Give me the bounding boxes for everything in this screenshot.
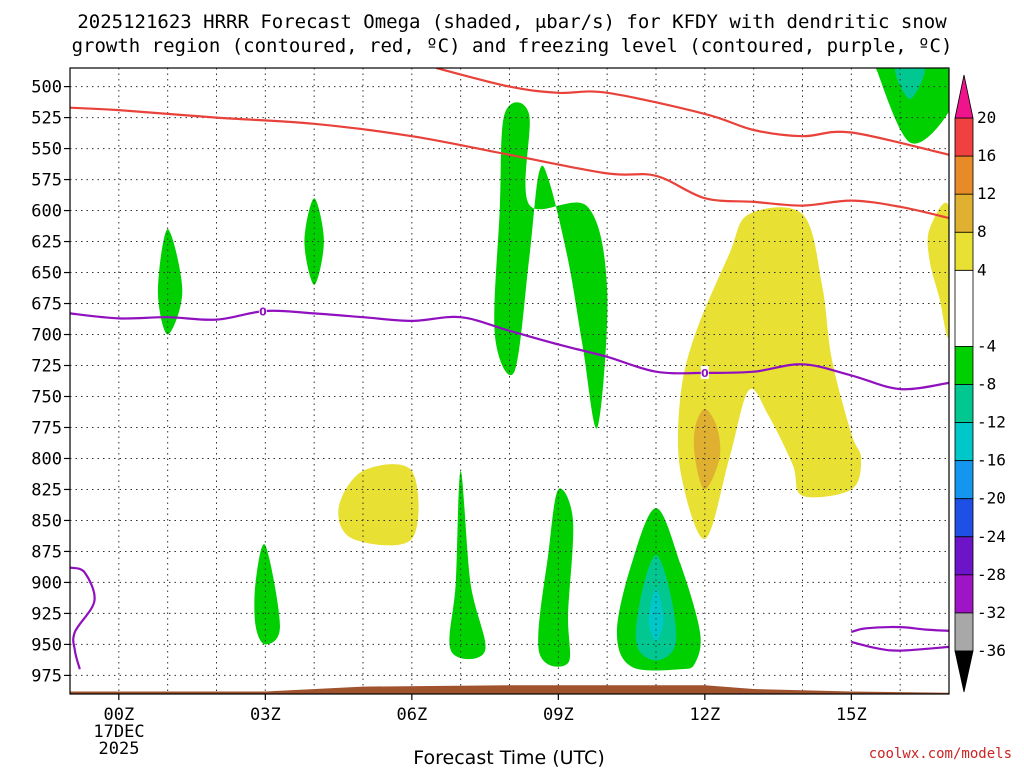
- y-tick-label-850: 850: [31, 511, 62, 531]
- red-contour-upper: [436, 68, 949, 156]
- omega-region-green-blob-hour4: [304, 198, 324, 285]
- colorbar-label-16: 16: [977, 146, 996, 165]
- omega-region-green-streak-hour7: [449, 470, 486, 660]
- colorbar-bin-1: [954, 231, 974, 271]
- colorbar-bin-9: [954, 498, 974, 538]
- colorbar-bin-3: [954, 155, 974, 195]
- colorbar-label--28: -28: [977, 565, 1006, 584]
- colorbar-bin-5: [954, 346, 974, 385]
- y-tick-label-750: 750: [31, 387, 62, 407]
- colorbar-label--24: -24: [977, 527, 1006, 546]
- y-tick-label-625: 625: [31, 233, 62, 253]
- freezing-level-contour-label: 0: [701, 367, 709, 380]
- y-tick-label-775: 775: [31, 418, 62, 438]
- y-tick-label-675: 675: [31, 295, 62, 315]
- omega-region-green-blob-hour9: [538, 488, 574, 667]
- colorbar-label--32: -32: [977, 603, 1006, 622]
- terrain-ground: [70, 685, 949, 694]
- y-tick-label-550: 550: [31, 140, 62, 160]
- y-tick-label-500: 500: [31, 78, 62, 98]
- freezing-level-contour-label: 0: [259, 305, 267, 318]
- y-tick-label-825: 825: [31, 480, 62, 500]
- colorbar-label--12: -12: [977, 413, 1006, 432]
- chart-title-line2: growth region (contoured, red, ºC) and f…: [72, 35, 953, 57]
- x-tick-label-15Z: 15Z: [836, 705, 867, 725]
- y-tick-label-600: 600: [31, 202, 62, 222]
- freezing-level-main: [70, 309, 949, 391]
- x-date-label-day: 17DEC: [93, 722, 144, 742]
- y-tick-label-800: 800: [31, 449, 62, 469]
- colorbar-bin-7: [954, 422, 974, 462]
- omega-region-green-blob-hour1: [157, 229, 183, 335]
- omega-region-green-plume-hour8: [494, 102, 608, 429]
- colorbar-label--8: -8: [977, 375, 996, 394]
- y-tick-label-925: 925: [31, 604, 62, 624]
- y-tick-label-875: 875: [31, 542, 62, 562]
- y-tick-label-950: 950: [31, 635, 62, 655]
- y-tick-label-650: 650: [31, 264, 62, 284]
- plot-frame: [69, 67, 950, 695]
- omega-region-yellow-blob-hour5: [338, 464, 419, 546]
- contour-label-bg: [258, 304, 267, 318]
- contour-label-bg: [700, 365, 709, 379]
- x-tick-label-03Z: 03Z: [250, 705, 281, 725]
- colorbar-bin-6: [954, 384, 974, 423]
- x-tick-label-06Z: 06Z: [396, 705, 427, 725]
- colorbar-label-4: 4: [977, 260, 987, 279]
- omega-region-green-blob-hour3: [254, 544, 280, 645]
- colorbar-label--16: -16: [977, 451, 1006, 470]
- colorbar-label--20: -20: [977, 489, 1006, 508]
- colorbar-label-12: 12: [977, 184, 996, 203]
- omega-region-cyan-core-hour11: [648, 588, 664, 642]
- x-tick-label-12Z: 12Z: [689, 705, 720, 725]
- colorbar-label--36: -36: [977, 641, 1006, 660]
- freezing-level-lower-right-b: [851, 640, 949, 652]
- colorbar-bin-0: [954, 269, 974, 347]
- colorbar-bin-12: [954, 612, 974, 652]
- y-tick-label-975: 975: [31, 666, 62, 686]
- colorbar-label--4: -4: [977, 336, 996, 355]
- y-tick-label-900: 900: [31, 573, 62, 593]
- colorbar-bin-10: [954, 536, 974, 576]
- x-tick-label-09Z: 09Z: [543, 705, 574, 725]
- credit-text: coolwx.com/models: [869, 746, 1012, 762]
- colorbar-bin-11: [954, 574, 974, 614]
- colorbar-label-20: 20: [977, 108, 996, 127]
- x-date-label-year: 2025: [99, 739, 140, 759]
- y-tick-label-575: 575: [31, 171, 62, 191]
- omega-region-yellow-right: [677, 207, 862, 540]
- freezing-level-lower-right: [850, 625, 949, 634]
- red-contour-middle: [70, 106, 949, 220]
- y-tick-label-525: 525: [31, 109, 62, 129]
- x-axis-label: Forecast Time (UTC): [413, 747, 604, 768]
- chart-title-line1: 2025121623 HRRR Forecast Omega (shaded, …: [77, 11, 947, 33]
- colorbar-label-8: 8: [977, 222, 987, 241]
- omega-region-teal-top-right: [895, 68, 925, 99]
- colorbar-top-arrow: [954, 74, 974, 119]
- freezing-level-lower-left: [70, 566, 96, 670]
- y-tick-label-700: 700: [31, 326, 62, 346]
- omega-region-orange-core-hour12: [693, 408, 721, 490]
- omega-region-green-top-right: [875, 68, 949, 144]
- y-tick-label-725: 725: [31, 357, 62, 377]
- colorbar-bin-2: [954, 193, 974, 233]
- x-tick-label-00Z: 00Z: [103, 705, 134, 725]
- colorbar-bin-4: [954, 117, 974, 157]
- omega-region-yellow-edge-right: [927, 202, 949, 338]
- colorbar-bin-8: [954, 460, 974, 500]
- colorbar-bottom-arrow: [954, 650, 974, 693]
